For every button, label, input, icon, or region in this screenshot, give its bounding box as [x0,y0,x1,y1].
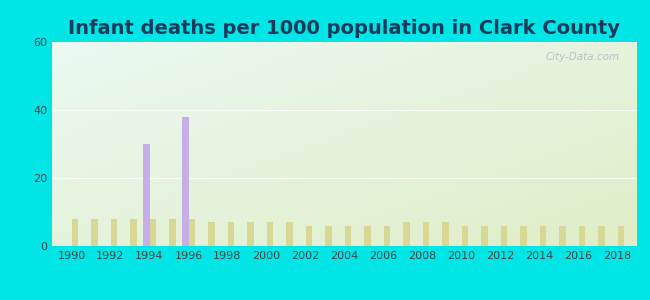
Bar [540,226,546,246]
Title: Infant deaths per 1000 population in Clark County: Infant deaths per 1000 population in Cla… [68,19,621,38]
Bar [111,219,117,246]
Text: City-Data.com: City-Data.com [545,52,619,62]
Bar [208,222,214,246]
Bar [559,226,566,246]
Bar [91,219,98,246]
Bar [169,219,176,246]
Bar [266,222,273,246]
Bar [143,144,150,246]
Bar [462,226,468,246]
Bar [384,226,390,246]
Bar [188,219,195,246]
Bar [422,222,429,246]
Bar [520,226,526,246]
Bar [182,117,188,246]
Bar [578,226,585,246]
Bar [500,226,507,246]
Bar [306,226,312,246]
Bar [618,226,624,246]
Bar [286,222,292,246]
Bar [442,222,448,246]
Bar [150,219,156,246]
Bar [72,219,78,246]
Bar [598,226,604,246]
Bar [481,226,488,246]
Bar [344,226,351,246]
Bar [130,219,136,246]
Bar [325,226,332,246]
Bar [403,222,410,246]
Bar [247,222,254,246]
Bar [364,226,370,246]
Bar [227,222,234,246]
